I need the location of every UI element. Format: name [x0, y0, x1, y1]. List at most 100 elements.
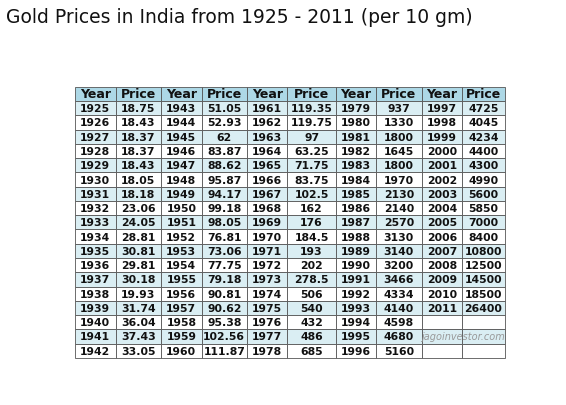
Text: Price: Price [207, 88, 242, 101]
Bar [115, 116, 161, 130]
Bar [422, 215, 462, 230]
Text: 37.43: 37.43 [121, 332, 156, 341]
Bar [336, 173, 376, 187]
Text: 2010: 2010 [427, 289, 457, 299]
Text: 1979: 1979 [341, 104, 371, 114]
Bar [161, 273, 201, 287]
Text: 1936: 1936 [80, 260, 110, 271]
Text: 1951: 1951 [166, 218, 196, 228]
Text: 1956: 1956 [166, 289, 196, 299]
Text: 1945: 1945 [166, 132, 196, 143]
Bar [115, 301, 161, 315]
Bar [376, 102, 422, 116]
Text: 1934: 1934 [80, 232, 110, 242]
Text: 2011: 2011 [427, 303, 457, 313]
Bar [161, 287, 201, 301]
Text: 4140: 4140 [384, 303, 414, 313]
Bar [161, 116, 201, 130]
Bar [161, 258, 201, 273]
Text: 4400: 4400 [469, 147, 499, 157]
Text: 1970: 1970 [384, 175, 414, 185]
Text: 1991: 1991 [341, 275, 371, 285]
Text: 486: 486 [300, 332, 323, 341]
Bar [201, 130, 247, 145]
Bar [115, 215, 161, 230]
Bar [115, 87, 161, 102]
Text: 10800: 10800 [465, 246, 502, 256]
Bar [115, 344, 161, 358]
Bar [115, 258, 161, 273]
Bar [115, 230, 161, 244]
Bar [336, 102, 376, 116]
Bar [462, 145, 505, 159]
Bar [376, 344, 422, 358]
Bar [336, 215, 376, 230]
Bar [75, 159, 115, 173]
Bar [336, 315, 376, 330]
Bar [288, 130, 336, 145]
Text: 4334: 4334 [384, 289, 414, 299]
Text: 1971: 1971 [252, 246, 282, 256]
Text: 2130: 2130 [384, 189, 414, 199]
Text: 1974: 1974 [252, 289, 282, 299]
Bar [462, 230, 505, 244]
Bar [161, 102, 201, 116]
Bar [422, 87, 462, 102]
Text: 52.93: 52.93 [207, 118, 242, 128]
Text: 1999: 1999 [427, 132, 457, 143]
Bar [161, 145, 201, 159]
Bar [422, 159, 462, 173]
Text: 1990: 1990 [341, 260, 371, 271]
Bar [376, 159, 422, 173]
Text: 94.17: 94.17 [207, 189, 242, 199]
Bar [115, 273, 161, 287]
Text: 1645: 1645 [384, 147, 414, 157]
Bar [247, 315, 288, 330]
Text: 2005: 2005 [427, 218, 457, 228]
Bar [201, 159, 247, 173]
Bar [247, 116, 288, 130]
Bar [376, 215, 422, 230]
Bar [115, 159, 161, 173]
Bar [422, 201, 462, 215]
Bar [115, 130, 161, 145]
Text: 30.18: 30.18 [121, 275, 156, 285]
Bar [75, 102, 115, 116]
Bar [462, 159, 505, 173]
Bar [462, 130, 505, 145]
Text: 18.37: 18.37 [121, 147, 156, 157]
Text: 1961: 1961 [252, 104, 282, 114]
Bar [161, 87, 201, 102]
Text: 77.75: 77.75 [207, 260, 242, 271]
Bar [288, 273, 336, 287]
Text: 76.81: 76.81 [207, 232, 242, 242]
Text: 1973: 1973 [252, 275, 282, 285]
Bar [75, 273, 115, 287]
Text: 1952: 1952 [166, 232, 196, 242]
Text: 1982: 1982 [341, 147, 371, 157]
Bar [422, 102, 462, 116]
Bar [422, 130, 462, 145]
Text: 79.18: 79.18 [207, 275, 242, 285]
Text: 1989: 1989 [341, 246, 371, 256]
Text: 26400: 26400 [465, 303, 503, 313]
Bar [201, 301, 247, 315]
Bar [336, 230, 376, 244]
Bar [462, 187, 505, 201]
Bar [201, 230, 247, 244]
Bar [247, 187, 288, 201]
Text: 1964: 1964 [252, 147, 282, 157]
Text: 18.05: 18.05 [121, 175, 156, 185]
Bar [422, 301, 462, 315]
Bar [462, 87, 505, 102]
Bar [336, 330, 376, 344]
Bar [336, 116, 376, 130]
Text: 1937: 1937 [80, 275, 110, 285]
Text: 119.35: 119.35 [290, 104, 332, 114]
Bar [75, 230, 115, 244]
Bar [115, 201, 161, 215]
Bar [288, 201, 336, 215]
Bar [75, 130, 115, 145]
Text: 1987: 1987 [341, 218, 371, 228]
Text: 102.56: 102.56 [203, 332, 245, 341]
